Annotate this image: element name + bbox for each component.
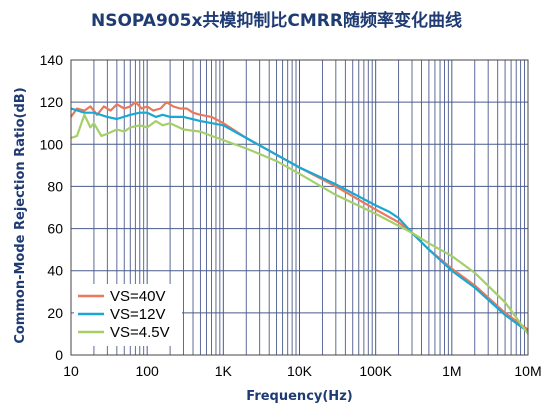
legend-label: VS=40V [110,288,165,305]
y-tick-label: 20 [47,305,63,321]
y-tick-label: 60 [47,221,63,237]
series-line-1 [70,101,529,331]
x-tick-label: 1K [215,363,233,379]
x-tick-label: 1M [442,363,461,379]
series-lines [70,101,529,335]
y-tick-label: 100 [40,136,64,152]
legend-label: VS=4.5V [110,324,170,341]
series-line-3 [70,113,529,335]
y-tick-label: 40 [47,263,63,279]
y-tick-label: 120 [40,94,64,110]
x-tick-labels: 10 100 1K 10K 100K 1M 10M [63,363,541,379]
series-line-2 [70,107,529,333]
x-tick-label: 10K [287,363,313,379]
y-tick-label: 0 [55,347,63,363]
x-tick-label: 10M [514,363,541,379]
legend-label: VS=12V [110,306,165,323]
y-axis-label: Common-Mode Rejection Ratio(dB) [13,87,28,343]
x-tick-label: 100 [135,363,159,379]
chart-title: NSOPA905x共模抑制比CMRR随频率变化曲线 [90,11,462,31]
x-axis-label: Frequency(Hz) [246,389,352,404]
y-tick-label: 140 [40,52,64,68]
x-tick-label: 10 [63,363,79,379]
plot-frame [70,59,529,356]
y-tick-label: 80 [47,178,63,194]
x-tick-label: 100K [359,363,392,379]
y-tick-labels: 0 20 40 60 80 100 120 140 [40,52,64,363]
